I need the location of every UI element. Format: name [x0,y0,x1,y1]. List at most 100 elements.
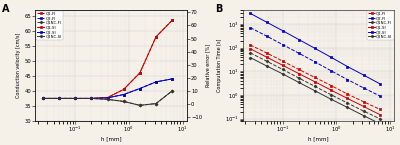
Line: Q2-FI: Q2-FI [42,78,174,100]
Q1NC-FI [329,94,334,96]
Q1NC-SI [105,98,110,100]
Line: Q1NC-SI: Q1NC-SI [249,57,381,125]
Q2-SI [345,66,350,67]
Q1-SI [264,56,269,58]
Line: Q1NC-FI: Q1NC-FI [249,52,381,120]
Q1-SI [121,89,126,90]
Q1-SI [296,73,301,75]
Q2-SI [56,98,61,99]
Line: Q2-FI: Q2-FI [249,26,381,97]
Q1NC-FI [296,77,301,79]
Line: Q2-SI: Q2-SI [249,12,381,85]
Q1NC-FI [121,101,126,102]
Q2-SI [264,21,269,23]
Q1-FI [264,52,269,54]
Q2-FI [329,70,334,72]
Q1-SI [73,98,78,99]
Q1-FI [345,93,350,95]
Q1-FI [89,98,94,99]
Q2-FI [345,79,350,80]
Legend: Q1-FI, Q2-FI, Q1NC-FI, Q1-SI, Q2-SI, Q1NC-SI: Q1-FI, Q2-FI, Q1NC-FI, Q1-SI, Q2-SI, Q1N… [367,11,394,40]
Q1-SI [361,106,366,107]
Q1NC-SI [296,81,301,83]
Q1-SI [329,89,334,91]
Q1NC-SI [248,57,253,58]
Q1-FI [248,44,253,46]
Y-axis label: Conduction velocity [cm/s]: Conduction velocity [cm/s] [16,33,22,98]
Q2-FI [170,78,174,80]
Q1-FI [361,101,366,103]
Q2-SI [105,97,110,99]
Q1NC-FI [264,60,269,62]
Q2-FI [264,35,269,37]
Q1-FI [121,89,126,90]
Q1NC-FI [138,105,142,106]
Line: Q1-SI: Q1-SI [42,19,174,100]
Q2-FI [154,81,158,83]
Q2-SI [361,74,366,76]
Q1-FI [329,85,334,86]
Q1-SI [170,19,174,21]
Line: Q1-SI: Q1-SI [249,48,381,116]
Line: Q1NC-SI: Q1NC-SI [42,90,173,106]
Q2-SI [73,98,78,99]
Q1NC-SI [89,98,94,99]
Q1-FI [280,60,285,62]
Q2-SI [329,57,334,58]
Q1-FI [170,19,174,21]
Q1-SI [89,98,94,99]
Q1-SI [105,97,110,98]
Q1NC-FI [377,118,382,120]
Q2-SI [313,48,318,49]
Q1-SI [313,81,318,83]
Q1-FI [313,77,318,78]
Q2-FI [40,98,45,99]
Q1-SI [40,98,45,99]
Q1NC-SI [264,65,269,67]
X-axis label: h [mm]: h [mm] [308,136,329,141]
Q2-FI [280,44,285,45]
Line: Q1NC-FI: Q1NC-FI [42,90,173,106]
Q2-SI [296,39,301,40]
Q1NC-SI [280,73,285,75]
Q1NC-SI [73,98,78,99]
Q2-FI [89,98,94,99]
Q1NC-SI [345,107,350,108]
Q1-FI [73,98,78,99]
Q1NC-SI [154,103,158,104]
Q2-SI [170,78,174,80]
X-axis label: h [mm]: h [mm] [101,136,121,141]
Q2-SI [138,88,142,89]
Q2-FI [361,87,366,89]
Q1-SI [377,114,382,115]
Q2-SI [248,13,253,14]
Q1-FI [105,97,110,98]
Q2-FI [138,88,142,89]
Line: Q2-SI: Q2-SI [42,78,174,100]
Q1NC-SI [313,90,318,92]
Q1NC-SI [361,115,366,116]
Q1NC-FI [345,102,350,104]
Q2-FI [73,98,78,99]
Legend: Q1-FI, Q2-FI, Q1NC-FI, Q1-SI, Q2-SI, Q1NC-SI: Q1-FI, Q2-FI, Q1NC-FI, Q1-SI, Q2-SI, Q1N… [36,11,63,40]
Q1-SI [56,98,61,99]
Q1-FI [296,69,301,70]
Q2-FI [121,94,126,95]
Q1-FI [154,36,158,38]
Q1-FI [56,98,61,99]
Q1NC-FI [154,103,158,104]
Q1NC-SI [377,123,382,124]
Q1NC-FI [105,98,110,100]
Q1NC-FI [40,98,45,99]
Q1NC-SI [138,105,142,106]
Q1NC-FI [170,90,174,92]
Q1NC-FI [89,98,94,99]
Q2-SI [377,83,382,85]
Q2-FI [313,61,318,63]
Q1NC-FI [248,52,253,54]
Q1-SI [248,48,253,50]
Q2-SI [121,94,126,95]
Q1NC-SI [170,90,174,92]
Text: B: B [215,4,223,14]
Q2-SI [280,30,285,32]
